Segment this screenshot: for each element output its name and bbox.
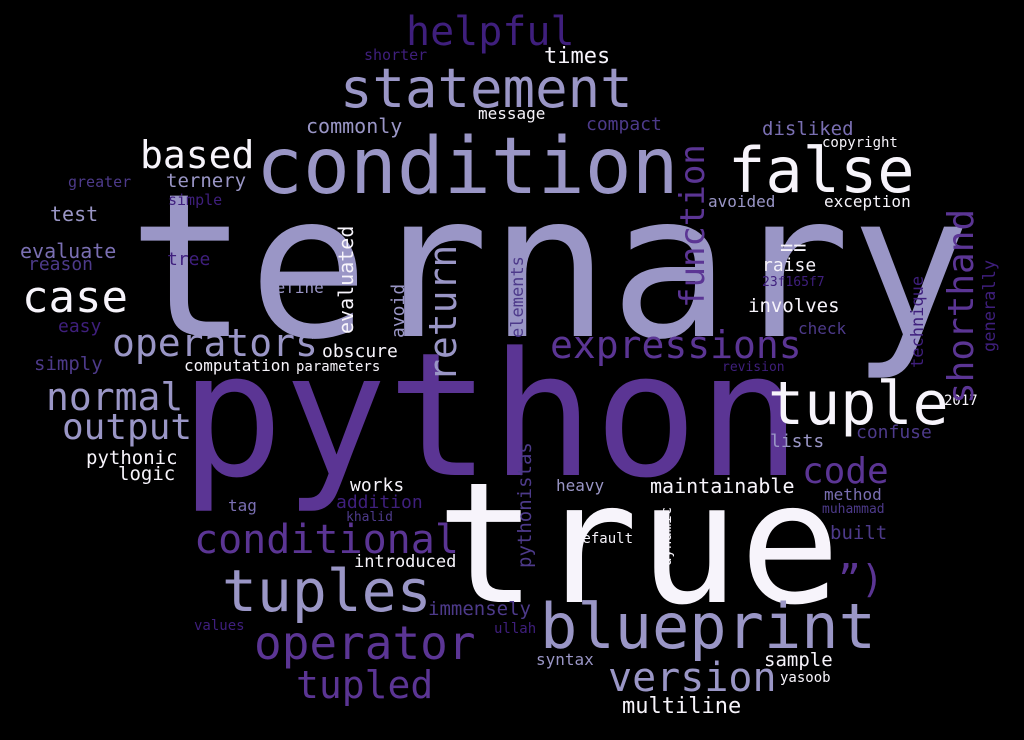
word-easy: easy xyxy=(58,316,102,337)
word-involves: involves xyxy=(748,295,840,317)
word-helpful: helpful xyxy=(406,9,575,55)
word-sample: sample xyxy=(764,649,833,671)
word-normal: normal xyxy=(46,375,184,419)
word-confuse: confuse xyxy=(856,422,932,443)
word-return: return xyxy=(421,244,465,382)
word-avoided: avoided xyxy=(708,192,776,211)
word-output: output xyxy=(62,407,193,448)
word-function: function xyxy=(673,144,713,308)
word-generally: generally xyxy=(980,259,1000,352)
word-addition: addition xyxy=(336,492,423,513)
word-tuples: tuples xyxy=(222,557,432,625)
word-23f165f7: 23f165f7 xyxy=(762,275,825,290)
word-reason: reason xyxy=(28,254,94,275)
word-tupled: tupled xyxy=(296,663,434,707)
word-condition: condition xyxy=(256,122,679,212)
word-dynamic: dynamic xyxy=(659,506,675,566)
word-avoid: avoid xyxy=(388,283,409,338)
word-evaluated: evaluated xyxy=(334,225,358,334)
word-immensely: immensely xyxy=(428,598,531,620)
word-commonly: commonly xyxy=(306,114,403,138)
word-code: code xyxy=(802,451,889,492)
word-true: true xyxy=(436,446,841,642)
word-tuple: tuple xyxy=(768,369,949,439)
word-2017: 2017 xyxy=(944,393,978,409)
word-lists: lists xyxy=(770,431,825,452)
word-values: values xyxy=(194,618,245,634)
word-tree: tree xyxy=(167,249,211,270)
word-maintainable: maintainable xyxy=(650,474,795,498)
word-raise: raise xyxy=(762,255,817,276)
word-expressions: expressions xyxy=(550,323,802,367)
word-ternary: ternary xyxy=(128,151,971,384)
word-multiline: multiline xyxy=(622,694,742,719)
word-operators: operators xyxy=(112,321,318,365)
word-python: python xyxy=(180,315,802,516)
word-equals-equals: == xyxy=(780,236,807,261)
word-greater: greater xyxy=(68,173,132,191)
word-works: works xyxy=(350,475,405,496)
word-shorter: shorter xyxy=(364,46,428,64)
word-version: version xyxy=(608,655,777,701)
word-yasoob: yasoob xyxy=(780,670,831,686)
word-parameters: parameters xyxy=(296,359,381,375)
word-operator: operator xyxy=(254,616,476,670)
word-syntax: syntax xyxy=(536,650,594,669)
word-statement: statement xyxy=(340,57,633,120)
word-check: check xyxy=(798,319,847,338)
word-case: case xyxy=(22,272,128,323)
word-elements: elements xyxy=(508,256,528,338)
word-exception: exception xyxy=(824,192,911,211)
word-default: default xyxy=(574,531,634,547)
word-method: method xyxy=(824,485,882,504)
word-blueprint: blueprint xyxy=(540,590,876,663)
word-shorthand: shorthand xyxy=(941,208,982,404)
word-ullah: ullah xyxy=(494,621,537,637)
word-define: define xyxy=(266,278,324,297)
word-simply: simply xyxy=(34,353,103,375)
word-compact: compact xyxy=(586,114,662,135)
word-computation: computation xyxy=(184,356,290,375)
word-times: times xyxy=(544,44,611,69)
word-tag: tag xyxy=(228,496,257,515)
word-conditional: conditional xyxy=(194,517,459,563)
word-technique: technique xyxy=(908,275,928,368)
word-based: based xyxy=(140,133,255,177)
word-muhammad: muhammad xyxy=(822,502,885,517)
word-disliked: disliked xyxy=(762,118,854,140)
word-pythonic: pythonic xyxy=(86,447,178,469)
word-introduced: introduced xyxy=(354,552,457,572)
word-false: false xyxy=(728,134,915,207)
word-test: test xyxy=(50,202,99,226)
word-heavy: heavy xyxy=(556,476,605,495)
word-obscure: obscure xyxy=(322,341,398,362)
word-copyright: copyright xyxy=(822,135,898,151)
word-revision: revision xyxy=(722,360,785,375)
word-simple: simple xyxy=(168,191,223,209)
word-pythonistas: pythonistas xyxy=(514,442,536,568)
word-evaluate: evaluate xyxy=(20,239,117,263)
word-close-quote-paren: ”) xyxy=(838,557,884,601)
word-built: built xyxy=(830,522,888,544)
word-khalid: khalid xyxy=(346,510,393,525)
word-ternery: ternery xyxy=(166,170,247,192)
word-logic: logic xyxy=(118,463,176,485)
word-message: message xyxy=(478,104,546,123)
